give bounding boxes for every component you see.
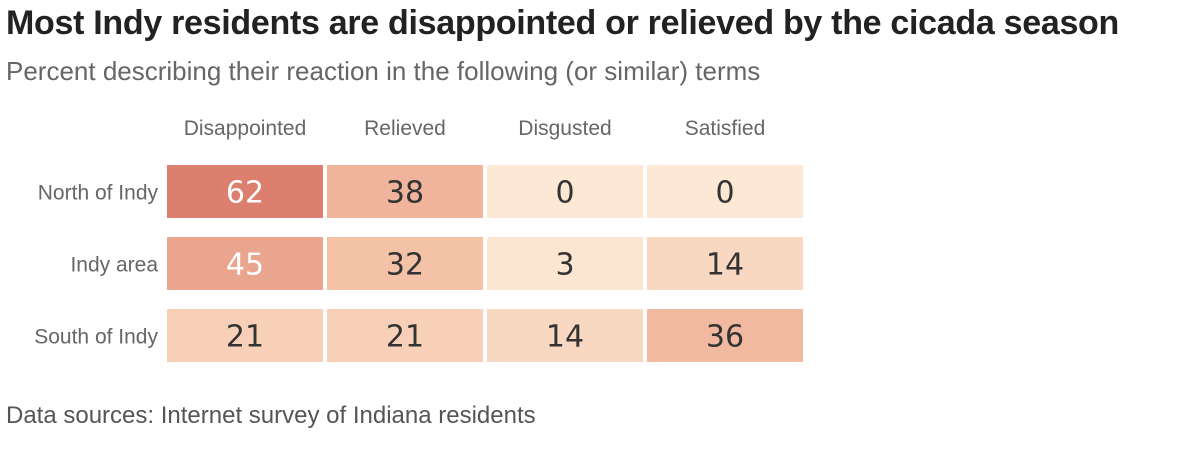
cell-value-north-of-indy-satisfied: 0 bbox=[715, 176, 734, 211]
cell-value-north-of-indy-disgusted: 0 bbox=[555, 176, 574, 211]
heatmap-cell-indy-area-relieved bbox=[327, 237, 483, 290]
cell-value-indy-area-disgusted: 3 bbox=[555, 248, 574, 283]
data-source-note: Data sources: Internet survey of Indiana… bbox=[6, 402, 536, 429]
column-header-satisfied: Satisfied bbox=[685, 117, 766, 140]
cell-value-south-of-indy-disgusted: 14 bbox=[546, 320, 584, 355]
cell-value-indy-area-satisfied: 14 bbox=[706, 248, 744, 283]
chart-subtitle: Percent describing their reaction in the… bbox=[6, 56, 761, 86]
cell-value-south-of-indy-satisfied: 36 bbox=[706, 320, 744, 355]
heatmap-cell-indy-area-satisfied bbox=[647, 237, 803, 290]
heatmap-cell-indy-area-disappointed bbox=[167, 237, 323, 290]
heatmap-cell-north-of-indy-disgusted bbox=[487, 165, 643, 218]
heatmap-cell-indy-area-disgusted bbox=[487, 237, 643, 290]
heatmap-chart: Disappointed Relieved Disgusted Satisfied No… bbox=[34, 117, 803, 362]
cell-value-south-of-indy-relieved: 21 bbox=[386, 320, 424, 355]
heatmap-cell-south-of-indy-disappointed bbox=[167, 309, 323, 362]
chart-title: Most Indy residents are disappointed or … bbox=[6, 4, 1119, 42]
cell-value-indy-area-relieved: 32 bbox=[386, 248, 424, 283]
heatmap-cell-south-of-indy-disgusted bbox=[487, 309, 643, 362]
cell-value-indy-area-disappointed: 45 bbox=[226, 248, 264, 283]
cell-value-north-of-indy-relieved: 38 bbox=[386, 176, 424, 211]
heatmap-cell-north-of-indy-disappointed bbox=[167, 165, 323, 218]
heatmap-cell-north-of-indy-relieved bbox=[327, 165, 483, 218]
row-label-indy-area: Indy area bbox=[70, 254, 158, 277]
cell-value-north-of-indy-disappointed: 62 bbox=[226, 176, 264, 211]
column-header-relieved: Relieved bbox=[364, 117, 446, 140]
row-label-north-of-indy: North of Indy bbox=[38, 182, 159, 205]
column-header-disappointed: Disappointed bbox=[184, 117, 307, 140]
column-header-disgusted: Disgusted bbox=[518, 117, 611, 140]
cell-value-south-of-indy-disappointed: 21 bbox=[226, 320, 264, 355]
heatmap-cell-south-of-indy-relieved bbox=[327, 309, 483, 362]
row-label-south-of-indy: South of Indy bbox=[34, 326, 158, 349]
heatmap-cell-south-of-indy-satisfied bbox=[647, 309, 803, 362]
heatmap-cell-north-of-indy-satisfied bbox=[647, 165, 803, 218]
